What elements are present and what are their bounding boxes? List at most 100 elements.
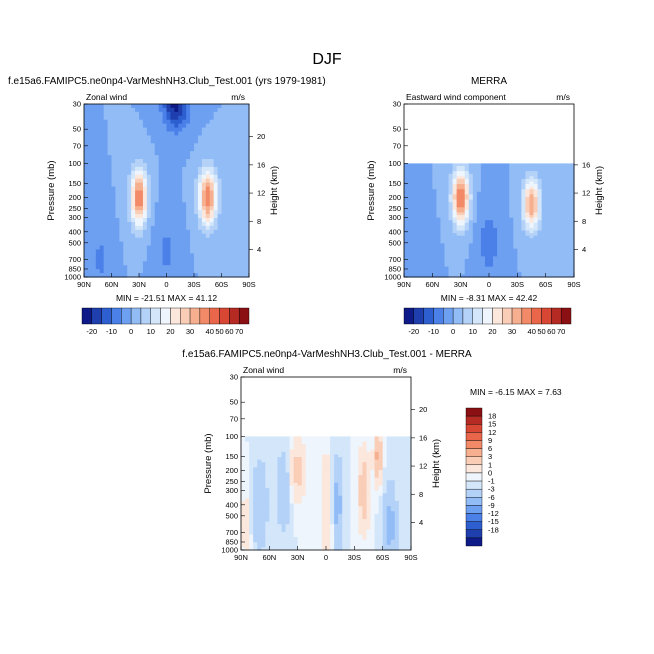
contour-cell	[561, 209, 567, 214]
contour-cell	[545, 238, 551, 242]
contour-cell	[398, 475, 404, 479]
contour-cell	[186, 147, 191, 152]
contour-cell	[529, 253, 535, 257]
contour-cell	[209, 166, 215, 172]
contour-cell	[440, 274, 446, 278]
contour-cell	[509, 258, 514, 263]
contour-cell	[537, 246, 543, 250]
contour-cell	[489, 227, 494, 232]
contour-cell	[448, 256, 454, 260]
contour-cell	[154, 131, 160, 137]
contour-cell	[370, 482, 376, 487]
contour-cell	[107, 190, 113, 196]
contour-cell	[237, 178, 242, 184]
contour-cell	[87, 143, 93, 148]
contour-cell	[460, 207, 466, 211]
contour-cell	[217, 210, 223, 215]
contour-cell	[382, 449, 388, 453]
contour-cell	[416, 240, 421, 245]
contour-cell	[107, 143, 113, 148]
contour-cell	[201, 206, 207, 211]
contour-cell	[476, 212, 482, 216]
contour-cell	[350, 488, 355, 492]
contour-cell	[111, 210, 117, 215]
contour-cell	[456, 246, 462, 250]
contour-cell	[213, 131, 219, 137]
contour-cell	[273, 436, 279, 440]
contour-cell	[265, 506, 270, 510]
contour-cell	[297, 493, 303, 497]
contour-cell	[261, 444, 266, 448]
contour-cell	[460, 204, 466, 208]
contour-cell	[525, 194, 531, 198]
contour-cell	[493, 207, 498, 211]
contour-cell	[150, 214, 156, 219]
contour-cell	[525, 212, 531, 216]
contour-cell	[158, 206, 164, 211]
contour-cell	[517, 217, 522, 221]
contour-cell	[406, 503, 412, 507]
contour-cell	[162, 221, 168, 227]
contour-cell	[569, 269, 575, 273]
contour-cell	[350, 444, 355, 448]
contour-cell	[561, 186, 567, 190]
contour-cell	[366, 503, 372, 507]
contour-cell	[350, 469, 355, 474]
contour-cell	[297, 459, 303, 463]
contour-cell	[525, 225, 531, 229]
contour-cell	[170, 143, 175, 148]
contour-cell	[123, 206, 128, 211]
contour-cell	[330, 438, 335, 443]
contour-cell	[142, 225, 148, 231]
contour-cell	[84, 111, 89, 117]
contour-cell	[119, 210, 124, 215]
contour-cell	[358, 449, 364, 453]
stats-label: MIN = -8.31 MAX = 42.42	[441, 293, 538, 303]
contour-cell	[358, 495, 364, 499]
contour-cell	[221, 182, 227, 188]
contour-cell	[489, 251, 494, 255]
contour-cell	[350, 457, 355, 461]
contour-cell	[565, 243, 571, 247]
contour-cell	[541, 227, 547, 232]
contour-cell	[472, 258, 478, 263]
contour-cell	[99, 206, 105, 211]
contour-cell	[480, 163, 486, 167]
contour-cell	[460, 189, 466, 193]
contour-cell	[209, 237, 215, 243]
contour-cell	[201, 218, 207, 223]
contour-cell	[158, 178, 164, 184]
contour-cell	[123, 190, 128, 196]
contour-cell	[162, 206, 168, 211]
contour-cell	[221, 123, 227, 129]
contour-cell	[541, 217, 547, 221]
contour-cell	[123, 245, 128, 251]
contour-cell	[150, 190, 156, 196]
contour-cell	[525, 191, 531, 195]
contour-cell	[95, 135, 101, 140]
contour-cell	[354, 506, 359, 510]
contour-cell	[521, 230, 527, 234]
contour-cell	[131, 162, 136, 168]
contour-cell	[119, 233, 124, 239]
contour-cell	[197, 202, 203, 207]
contour-cell	[366, 451, 372, 456]
contour-cell	[289, 475, 295, 479]
contour-cell	[398, 485, 404, 489]
contour-cell	[448, 243, 454, 247]
contour-cell	[139, 135, 144, 140]
contour-cell	[521, 202, 527, 206]
contour-cell	[533, 204, 539, 208]
contour-cell	[489, 194, 494, 198]
contour-cell	[330, 490, 335, 494]
contour-cell	[420, 168, 425, 172]
contour-cell	[205, 269, 211, 274]
contour-cell	[505, 178, 510, 183]
contour-cell	[241, 454, 246, 458]
contour-cell	[444, 178, 450, 183]
contour-cell	[111, 257, 117, 262]
contour-cell	[420, 238, 425, 242]
contour-cell	[150, 107, 156, 113]
contour-cell	[229, 202, 234, 207]
contour-cell	[416, 204, 421, 208]
